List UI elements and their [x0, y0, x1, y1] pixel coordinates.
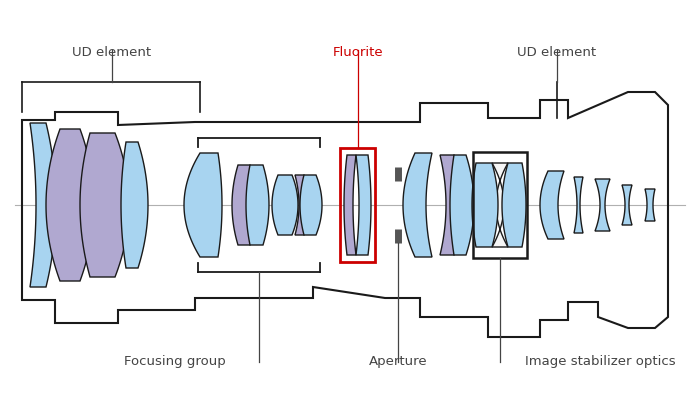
Polygon shape [540, 171, 564, 239]
Polygon shape [272, 175, 298, 235]
Polygon shape [403, 153, 432, 257]
Polygon shape [121, 142, 148, 268]
Polygon shape [232, 165, 254, 245]
Polygon shape [502, 163, 526, 247]
Polygon shape [344, 155, 356, 255]
Polygon shape [184, 153, 222, 257]
Polygon shape [356, 155, 371, 255]
Polygon shape [595, 179, 610, 231]
Text: UD element: UD element [517, 46, 596, 59]
Text: Image stabilizer optics: Image stabilizer optics [525, 355, 676, 368]
Polygon shape [574, 177, 583, 233]
Polygon shape [440, 155, 458, 255]
Polygon shape [450, 155, 474, 255]
Text: UD element: UD element [72, 46, 152, 59]
Polygon shape [645, 189, 655, 221]
Polygon shape [30, 123, 56, 287]
Polygon shape [246, 165, 269, 245]
Polygon shape [46, 129, 94, 281]
Polygon shape [80, 133, 129, 277]
Text: Fluorite: Fluorite [332, 46, 384, 59]
Polygon shape [295, 175, 308, 235]
Bar [473, 152, 527, 258]
Polygon shape [472, 163, 498, 247]
Polygon shape [300, 175, 322, 235]
Text: Focusing group: Focusing group [124, 355, 226, 368]
Bar [340, 148, 375, 262]
Text: Aperture: Aperture [369, 355, 427, 368]
Polygon shape [492, 163, 508, 247]
Polygon shape [622, 185, 632, 225]
